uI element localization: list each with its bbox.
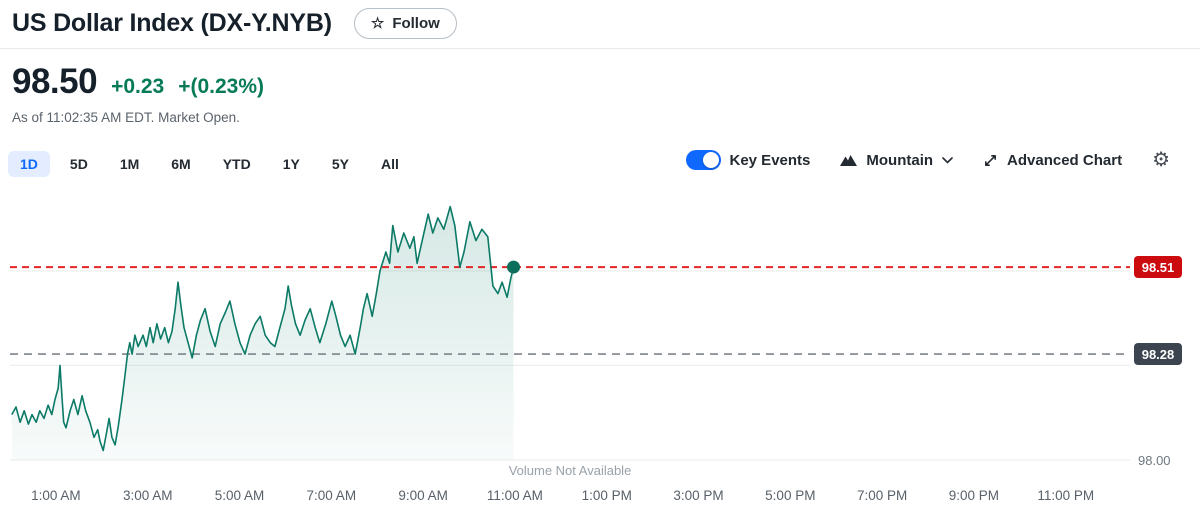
price-change-percent: +(0.23%) bbox=[178, 75, 265, 98]
previous-close-badge: 98.28 bbox=[1134, 343, 1182, 366]
follow-button[interactable]: ☆ Follow bbox=[353, 8, 457, 39]
x-axis-tick: 3:00 AM bbox=[122, 488, 173, 503]
current-price: 98.50 bbox=[12, 62, 98, 101]
range-tab-ytd[interactable]: YTD bbox=[211, 151, 263, 177]
advanced-chart-button[interactable]: Advanced Chart bbox=[983, 152, 1122, 169]
x-axis-tick: 11:00 PM bbox=[1037, 488, 1095, 503]
volume-note: Volume Not Available bbox=[508, 463, 632, 478]
range-tab-5d[interactable]: 5D bbox=[58, 151, 100, 177]
quote-timestamp: As of 11:02:35 AM EDT. Market Open. bbox=[12, 110, 240, 125]
key-events-label: Key Events bbox=[729, 151, 811, 169]
toggle-switch[interactable] bbox=[685, 150, 721, 170]
range-tab-all[interactable]: All bbox=[369, 151, 411, 177]
range-tab-6m[interactable]: 6M bbox=[159, 151, 202, 177]
x-axis-tick: 7:00 PM bbox=[856, 488, 908, 503]
star-icon: ☆ bbox=[370, 15, 385, 32]
area-fill bbox=[11, 206, 514, 460]
header-divider bbox=[0, 48, 1200, 49]
mountain-icon bbox=[840, 155, 858, 166]
page-title: US Dollar Index (DX-Y.NYB) bbox=[12, 9, 332, 37]
y-axis-label: 98.00 bbox=[1138, 453, 1171, 468]
range-tabs: 1D 5D 1M 6M YTD 1Y 5Y All bbox=[8, 151, 419, 177]
x-axis-tick: 1:00 AM bbox=[31, 488, 81, 503]
x-axis-tick: 7:00 AM bbox=[306, 488, 357, 503]
key-events-toggle[interactable]: Key Events bbox=[685, 150, 811, 170]
chart-type-label: Mountain bbox=[866, 151, 934, 169]
x-axis-tick: 9:00 AM bbox=[398, 488, 448, 503]
current-price-badge: 98.51 bbox=[1134, 256, 1182, 279]
range-tab-5y[interactable]: 5Y bbox=[320, 151, 361, 177]
x-axis-tick: 1:00 PM bbox=[581, 488, 632, 503]
x-axis-tick: 5:00 AM bbox=[214, 488, 265, 503]
range-tab-1d[interactable]: 1D bbox=[8, 151, 50, 177]
expand-icon bbox=[985, 154, 997, 166]
chevron-down-icon bbox=[942, 156, 953, 164]
range-tab-1m[interactable]: 1M bbox=[108, 151, 151, 177]
last-price-dot bbox=[507, 260, 521, 274]
toggle-knob bbox=[702, 152, 719, 168]
follow-button-label: Follow bbox=[392, 15, 440, 32]
price-change: +0.23 bbox=[111, 75, 165, 98]
x-axis-tick: 5:00 PM bbox=[765, 488, 816, 503]
range-tab-1y[interactable]: 1Y bbox=[271, 151, 312, 177]
x-axis: 1:00 AM 3:00 AM 5:00 AM 7:00 AM 9:00 AM 11:00… bbox=[0, 488, 1200, 508]
x-axis-tick: 3:00 PM bbox=[673, 488, 724, 503]
x-axis-tick: 11:00 AM bbox=[486, 488, 543, 503]
chart-type-selector[interactable]: Mountain bbox=[840, 152, 953, 169]
price-line bbox=[11, 205, 515, 452]
x-axis-tick: 9:00 PM bbox=[948, 488, 1000, 503]
advanced-chart-label: Advanced Chart bbox=[1007, 151, 1123, 169]
chart-settings-gear-icon[interactable]: ⚙ bbox=[1152, 149, 1170, 171]
price-chart[interactable]: 98.51 98.28 98.00 Volume Not Available bbox=[0, 190, 1200, 480]
